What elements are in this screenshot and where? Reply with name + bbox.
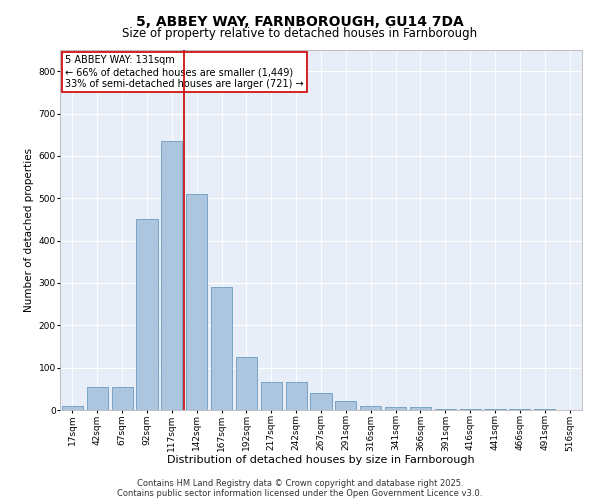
Bar [360, 406, 381, 410]
Text: 5 ABBEY WAY: 131sqm
← 66% of detached houses are smaller (1,449)
33% of semi-det: 5 ABBEY WAY: 131sqm ← 66% of detached ho… [65, 56, 304, 88]
Y-axis label: Number of detached properties: Number of detached properties [25, 148, 34, 312]
Text: 5, ABBEY WAY, FARNBOROUGH, GU14 7DA: 5, ABBEY WAY, FARNBOROUGH, GU14 7DA [136, 15, 464, 29]
Bar [509, 408, 530, 410]
Bar [161, 141, 182, 410]
Bar [87, 386, 108, 410]
Bar [310, 393, 332, 410]
Bar [435, 408, 456, 410]
Bar [410, 407, 431, 410]
Bar [385, 407, 406, 410]
Bar [136, 220, 158, 410]
X-axis label: Distribution of detached houses by size in Farnborough: Distribution of detached houses by size … [167, 454, 475, 464]
Bar [62, 406, 83, 410]
Bar [186, 194, 207, 410]
Text: Contains HM Land Registry data © Crown copyright and database right 2025.: Contains HM Land Registry data © Crown c… [137, 478, 463, 488]
Bar [484, 408, 506, 410]
Text: Size of property relative to detached houses in Farnborough: Size of property relative to detached ho… [122, 28, 478, 40]
Bar [335, 400, 356, 410]
Bar [286, 382, 307, 410]
Bar [236, 357, 257, 410]
Text: Contains public sector information licensed under the Open Government Licence v3: Contains public sector information licen… [118, 488, 482, 498]
Bar [112, 386, 133, 410]
Bar [261, 382, 282, 410]
Bar [460, 408, 481, 410]
Bar [211, 287, 232, 410]
Bar [534, 408, 555, 410]
